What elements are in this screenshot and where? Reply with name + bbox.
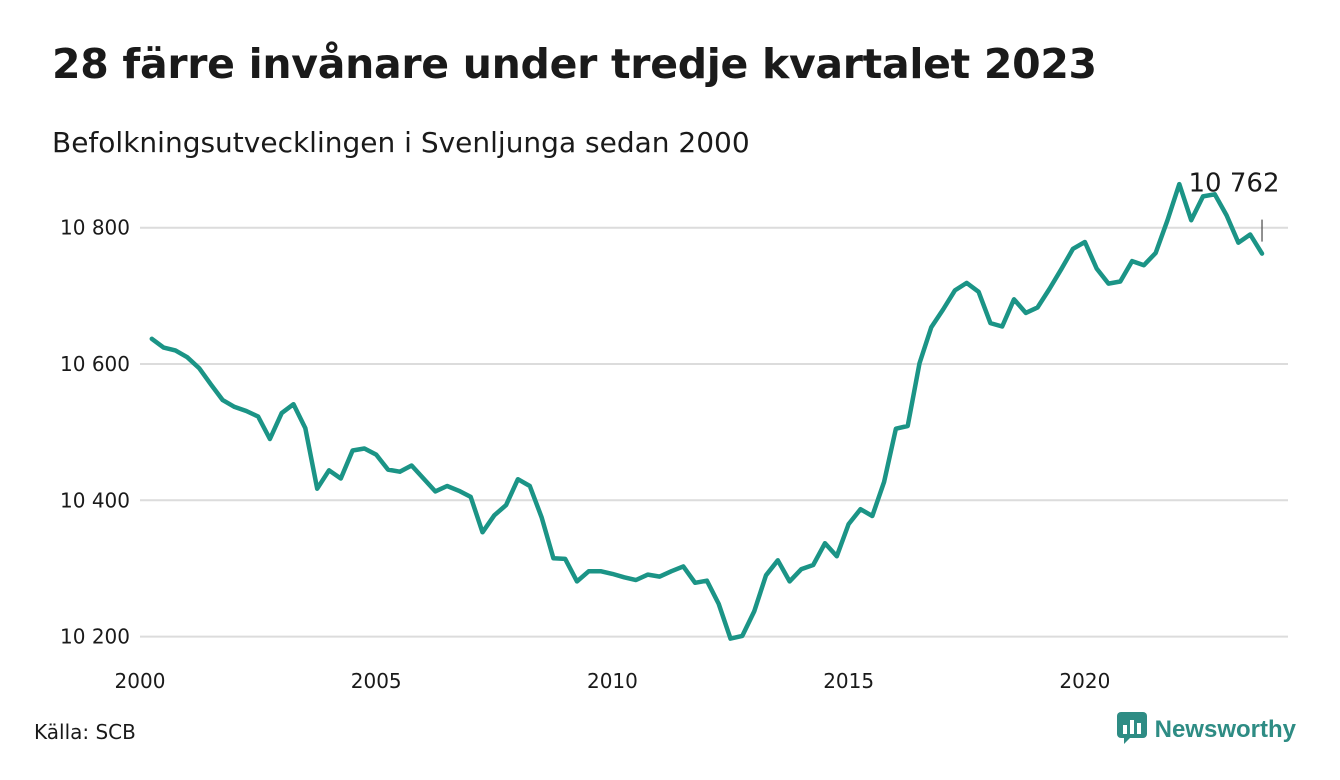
population-line bbox=[149, 181, 1265, 641]
y-tick-label: 10 200 bbox=[60, 625, 130, 649]
gridlines bbox=[140, 226, 1288, 638]
x-axis-ticks: 2000 2005 2010 2015 2020 bbox=[115, 669, 1111, 693]
x-tick-label: 2020 bbox=[1059, 669, 1110, 693]
annotation-label: 10 762 bbox=[1189, 169, 1280, 199]
chart-title: 28 färre invånare under tredje kvartalet… bbox=[52, 40, 1097, 88]
y-axis-ticks: 10 200 10 400 10 600 10 800 bbox=[60, 216, 130, 649]
source-note: Källa: SCB bbox=[34, 720, 136, 744]
brand-name: Newsworthy bbox=[1154, 716, 1296, 743]
brand-logo[interactable]: Newsworthy bbox=[1116, 712, 1296, 748]
x-tick-label: 2005 bbox=[351, 669, 402, 693]
x-tick-label: 2010 bbox=[587, 669, 638, 693]
y-tick-label: 10 400 bbox=[60, 488, 130, 512]
newsworthy-logo-icon bbox=[1116, 712, 1147, 748]
y-tick-label: 10 600 bbox=[60, 352, 130, 376]
y-tick-label: 10 800 bbox=[60, 216, 130, 240]
chart-subtitle: Befolkningsutvecklingen i Svenljunga sed… bbox=[52, 126, 750, 159]
x-tick-label: 2000 bbox=[115, 669, 166, 693]
x-tick-label: 2015 bbox=[823, 669, 874, 693]
